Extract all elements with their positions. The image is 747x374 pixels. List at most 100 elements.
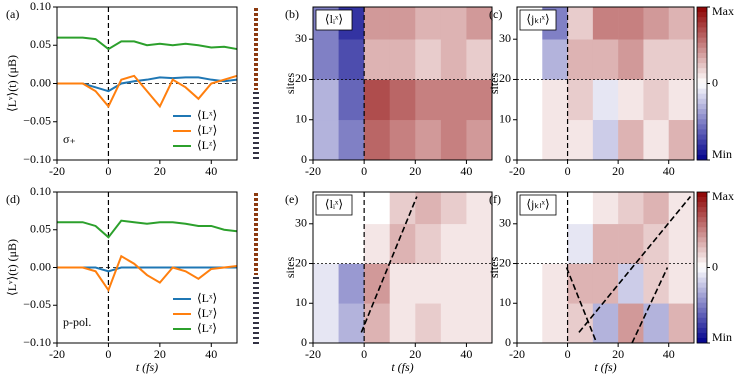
- heatmap-cell: [313, 39, 339, 80]
- heatmap-cell: [389, 119, 416, 161]
- colorbar-label: Min: [712, 147, 732, 161]
- x-tick-label: 0: [105, 164, 111, 178]
- x-tick-label: 20: [409, 164, 421, 178]
- inset-label: ⟨jₖₗˣ⟩: [526, 12, 549, 26]
- heatmap-cell: [313, 263, 339, 304]
- heatmap-cell: [415, 7, 442, 40]
- heatmap-cell: [338, 303, 365, 344]
- heatmap-cell: [567, 263, 594, 304]
- heatmap-cell: [542, 119, 568, 161]
- y-tick-label: −0.10: [23, 335, 51, 349]
- x-tick-label: 0: [361, 347, 367, 361]
- x-tick-label: -20: [305, 347, 321, 361]
- colorbar-label: 0: [712, 75, 718, 89]
- y-tick-label: −0.10: [23, 152, 51, 166]
- heatmap-cell: [313, 223, 339, 264]
- legend-label: ⟨Lᶻ⟩: [197, 138, 217, 152]
- colorbar-segment: [697, 212, 707, 218]
- heatmap-cell: [313, 119, 339, 161]
- heatmap-cell: [668, 39, 695, 80]
- heatmap-cell: [592, 39, 619, 80]
- x-tick-label: 40: [460, 347, 472, 361]
- colorbar-segment: [697, 337, 707, 344]
- colorbar-segment: [697, 78, 707, 84]
- panel-label: (e): [285, 192, 298, 206]
- colorbar-segment: [697, 42, 707, 49]
- heatmap-cell: [440, 119, 467, 161]
- colorbar-segment: [697, 292, 707, 299]
- x-tick-label: 20: [612, 347, 624, 361]
- series-line: [57, 74, 238, 109]
- heatmap-cell: [592, 192, 619, 225]
- colorbar-segment: [697, 227, 707, 233]
- colorbar-segment: [697, 232, 707, 238]
- heatmap-cell: [364, 119, 391, 161]
- heatmap-cell: [567, 303, 594, 344]
- x-axis-label: t (fs): [594, 360, 616, 374]
- x-tick-label: 20: [612, 164, 624, 178]
- panel-label: (a): [6, 7, 19, 21]
- colorbar-label: Min: [712, 330, 732, 344]
- colorbar-segment: [697, 109, 707, 115]
- heatmap-cell: [415, 303, 442, 344]
- inset-label: ⟨lᵢˣ⟩: [325, 197, 343, 211]
- colorbar-segment: [697, 277, 707, 283]
- heatmap-cell: [517, 263, 543, 304]
- y-axis-label: ⟨Lᵛ⟩(t) (μB): [5, 55, 19, 112]
- colorbar-segment: [697, 247, 707, 253]
- heatmap-cell: [440, 79, 467, 121]
- colorbar-segment: [697, 302, 707, 309]
- x-axis-label: t (fs): [391, 360, 413, 374]
- colorbar-segment: [697, 73, 707, 79]
- colorbar-segment: [697, 119, 707, 125]
- colorbar-segment: [697, 134, 707, 140]
- colorbar-segment: [697, 222, 707, 228]
- y-tick-label: 0.10: [30, 0, 51, 13]
- plot-frame: [516, 191, 695, 344]
- colorbar-segment: [697, 252, 707, 258]
- colorbar-label: 0: [712, 259, 718, 273]
- guide-arrow: [565, 267, 598, 344]
- heatmap-cell: [389, 79, 416, 121]
- heatmap-cell: [592, 7, 619, 40]
- colorbar-segment: [697, 267, 707, 273]
- colorbar-segment: [697, 93, 707, 100]
- heatmap-cell: [415, 192, 442, 225]
- heatmap-cell: [592, 119, 619, 161]
- y-tick-label: 30: [499, 216, 511, 230]
- colorbar-segment: [697, 17, 707, 23]
- heatmap-cell: [389, 263, 416, 304]
- colorbar-segment: [697, 58, 707, 64]
- colorbar-segment: [697, 317, 707, 324]
- y-tick-label: 20: [295, 255, 307, 269]
- inset-box: [315, 9, 353, 31]
- heatmap-cell: [517, 79, 543, 121]
- x-tick-label: 20: [154, 164, 166, 178]
- heatmap-cell: [592, 79, 619, 121]
- y-tick-label: 20: [295, 71, 307, 85]
- y-tick-label: 0.00: [30, 259, 51, 273]
- heatmap-cell: [415, 39, 442, 80]
- colorbar-segment: [697, 68, 707, 74]
- colorbar-segment: [697, 149, 707, 156]
- colorbar-segment: [697, 124, 707, 130]
- y-tick-label: 10: [295, 295, 307, 309]
- x-tick-label: 0: [105, 347, 111, 361]
- heatmap-cell: [364, 223, 391, 264]
- colorbar-segment: [697, 332, 707, 339]
- annotation: σ₊: [63, 132, 76, 146]
- plot-frame: [312, 6, 493, 161]
- y-axis-label: sites: [283, 73, 297, 95]
- colorbar-segment: [697, 88, 707, 95]
- colorbar-segment: [697, 7, 707, 13]
- x-tick-label: -20: [49, 347, 65, 361]
- heatmap-cell: [440, 263, 467, 304]
- series-line: [57, 36, 238, 51]
- colorbar-segment: [697, 22, 707, 28]
- heatmap-cell: [517, 223, 543, 264]
- heatmap-cell: [668, 263, 695, 304]
- heatmap-cell: [389, 7, 416, 40]
- heatmap-cell: [440, 7, 467, 40]
- x-tick-label: 40: [205, 347, 217, 361]
- heatmap-cell: [542, 263, 568, 304]
